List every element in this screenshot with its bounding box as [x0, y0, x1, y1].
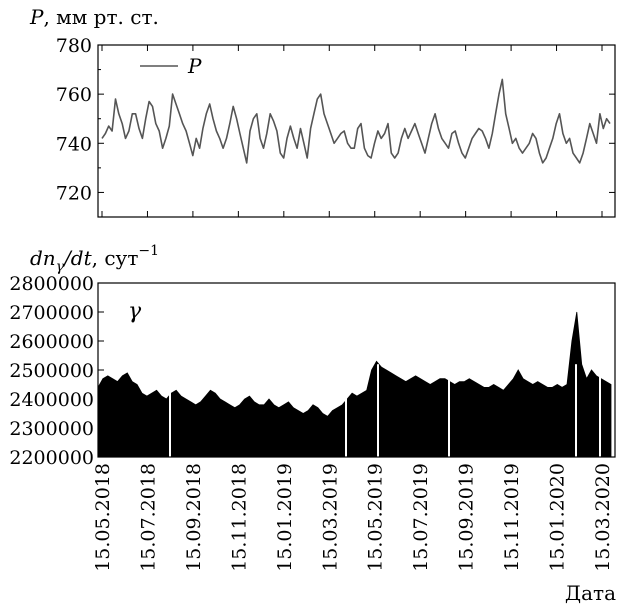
bottom-panel: 2200000 2300000 2400000 2500000 2600000 27000… — [9, 273, 616, 572]
bottom-x-tick-label: 15.11.2018 — [228, 463, 250, 572]
top-y-tick-label: 740 — [56, 133, 92, 155]
top-y-tick-label: 780 — [56, 35, 92, 57]
gamma-series-area — [97, 311, 612, 458]
bottom-x-tick-label: 15.05.2018 — [92, 463, 114, 572]
bottom-legend-label: γ — [128, 299, 142, 324]
bottom-y-tick-label: 2200000 — [9, 447, 94, 469]
bottom-x-tick-label: 15.09.2019 — [456, 463, 478, 572]
bottom-x-tick-label: 15.11.2019 — [501, 463, 523, 572]
bottom-y-tick-label: 2700000 — [9, 302, 94, 324]
bottom-x-tick-label: 15.09.2018 — [183, 463, 205, 572]
bottom-y-tick-label: 2800000 — [9, 273, 94, 295]
top-y-tick-label: 720 — [56, 182, 92, 204]
top-y-axis-label: P, мм рт. ст. — [29, 5, 159, 29]
bottom-x-tick-label: 15.07.2019 — [410, 463, 432, 572]
top-legend-label: P — [187, 54, 202, 78]
bottom-x-tick-label: 15.03.2020 — [592, 463, 614, 572]
bottom-y-tick-label: 2600000 — [9, 331, 94, 353]
bottom-y-tick-label: 2400000 — [9, 389, 94, 411]
bottom-x-tick-label: 15.05.2019 — [365, 463, 387, 572]
x-axis-label: Дата — [565, 581, 616, 605]
top-plot-frame — [97, 44, 616, 218]
bottom-y-axis-label: dnγ/dt, сут−1 — [30, 243, 159, 275]
top-panel: 720 740 760 780 P — [56, 35, 616, 218]
bottom-x-tick-label: 15.01.2019 — [274, 463, 296, 572]
bottom-x-tick-label: 15.07.2018 — [137, 463, 159, 572]
bottom-x-tick-label: 15.03.2019 — [319, 463, 341, 572]
pressure-series-line — [101, 78, 611, 164]
bottom-x-tick-label: 15.01.2020 — [547, 463, 569, 572]
bottom-y-tick-label: 2300000 — [9, 418, 94, 440]
top-y-tick-label: 760 — [56, 84, 92, 106]
bottom-y-tick-label: 2500000 — [9, 360, 94, 382]
